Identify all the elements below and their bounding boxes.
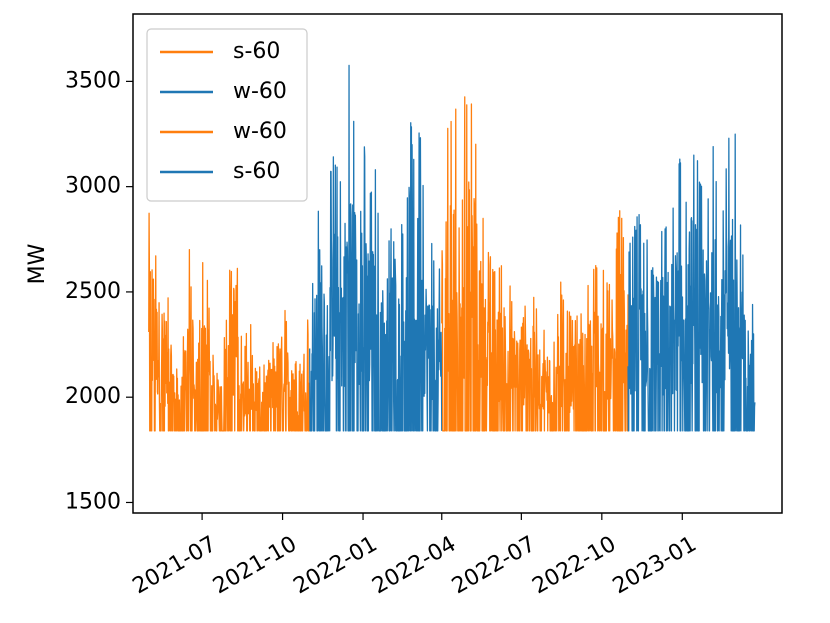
y-tick-label: 2000 (65, 384, 121, 409)
x-tick-label: 2022-04 (368, 532, 460, 600)
x-tick-label: 2022-10 (528, 532, 620, 600)
legend-label: w-60 (233, 119, 287, 144)
legend-label: w-60 (233, 79, 287, 104)
x-tick-label: 2022-01 (290, 532, 382, 600)
x-tick-label: 2021-07 (129, 532, 221, 600)
y-tick-label: 3000 (65, 174, 121, 199)
y-axis: 1500 2000 2500 3000 3500 (65, 68, 133, 514)
x-tick-label: 2022-07 (448, 532, 540, 600)
x-axis: 2021-072021-102022-012022-042022-072022-… (129, 513, 701, 599)
plot-lines (148, 64, 756, 432)
x-tick-label: 2021-10 (209, 532, 301, 600)
legend-box (146, 28, 308, 202)
series-line-3 (441, 96, 629, 432)
legend: s-60 w-60 w-60 s-60 (146, 28, 308, 202)
legend-label: s-60 (233, 159, 280, 184)
series-line-1 (148, 212, 310, 432)
series-line-2 (309, 64, 443, 432)
legend-label: s-60 (233, 39, 280, 64)
y-tick-label: 1500 (65, 489, 121, 514)
y-tick-label: 3500 (65, 68, 121, 93)
y-tick-label: 2500 (65, 279, 121, 304)
series-line-4 (627, 133, 756, 432)
plot-frame (132, 13, 783, 514)
y-axis-label: MW (25, 243, 50, 284)
x-tick-label: 2023-01 (609, 532, 701, 600)
